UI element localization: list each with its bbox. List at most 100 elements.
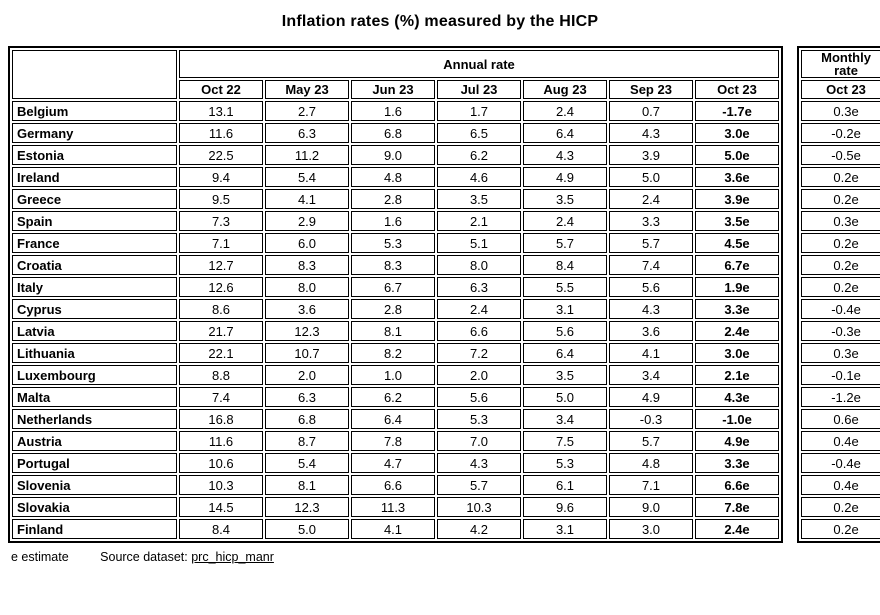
col-header-sep23: Sep 23 — [609, 80, 693, 99]
annual-value-cell: 3.5 — [437, 189, 521, 209]
country-cell: Slovenia — [12, 475, 177, 495]
header-row-months: Oct 22 May 23 Jun 23 Jul 23 Aug 23 Sep 2… — [12, 80, 780, 99]
source-dataset-link[interactable]: prc_hicp_manr — [191, 550, 274, 564]
table-row: -0.1e — [801, 365, 880, 385]
monthly-value-cell: 0.2e — [801, 233, 880, 253]
annual-value-cell: 22.5 — [179, 145, 263, 165]
annual-value-cell: 4.8 — [609, 453, 693, 473]
annual-value-cell: 5.0 — [265, 519, 349, 539]
annual-value-cell: 8.8 — [179, 365, 263, 385]
annual-value-cell: 5.7 — [609, 233, 693, 253]
annual-value-cell: 8.0 — [437, 255, 521, 275]
table-row: 0.4e — [801, 475, 880, 495]
annual-value-cell: 12.3 — [265, 497, 349, 517]
corner-cell — [12, 50, 177, 99]
annual-value-cell: 2.9 — [265, 211, 349, 231]
annual-table-body: Belgium 13.1 2.7 1.6 1.7 2.4 0.7 -1.7e Germany 11… — [12, 101, 780, 539]
monthly-value-cell: 0.2e — [801, 167, 880, 187]
annual-value-cell: 6.4 — [523, 343, 607, 363]
table-row: 0.2e — [801, 233, 880, 253]
country-cell: Austria — [12, 431, 177, 451]
annual-value-cell: 1.7 — [437, 101, 521, 121]
annual-value-cell: 4.7 — [351, 453, 435, 473]
table-row: Cyprus 8.6 3.6 2.8 2.4 3.1 4.3 3.3e — [12, 299, 780, 319]
monthly-value-cell: 0.6e — [801, 409, 880, 429]
annual-value-cell: 7.0 — [437, 431, 521, 451]
table-row: Spain 7.3 2.9 1.6 2.1 2.4 3.3 3.5e — [12, 211, 780, 231]
annual-value-cell: 3.4 — [609, 365, 693, 385]
annual-value-cell: 2.4 — [609, 189, 693, 209]
annual-value-cell: 3.6 — [609, 321, 693, 341]
annual-rate-header: Annual rate — [179, 50, 780, 78]
annual-value-cell: 3.5 — [523, 189, 607, 209]
col-header-oct22: Oct 22 — [179, 80, 263, 99]
annual-value-cell: 3.9e — [695, 189, 780, 209]
header-row-months: Oct 23 — [801, 80, 880, 99]
annual-value-cell: 8.1 — [265, 475, 349, 495]
col-header-may23: May 23 — [265, 80, 349, 99]
monthly-value-cell: 0.2e — [801, 189, 880, 209]
annual-value-cell: 12.3 — [265, 321, 349, 341]
annual-value-cell: 3.0e — [695, 123, 780, 143]
footer: e estimate Source dataset: prc_hicp_manr — [11, 550, 880, 564]
country-cell: Ireland — [12, 167, 177, 187]
table-row: 0.2e — [801, 497, 880, 517]
annual-value-cell: 4.3 — [523, 145, 607, 165]
annual-value-cell: 6.1 — [523, 475, 607, 495]
annual-value-cell: 11.6 — [179, 123, 263, 143]
annual-value-cell: 2.4 — [437, 299, 521, 319]
country-cell: Greece — [12, 189, 177, 209]
annual-value-cell: 1.6 — [351, 101, 435, 121]
annual-value-cell: 2.4 — [523, 211, 607, 231]
annual-value-cell: 6.4 — [351, 409, 435, 429]
annual-value-cell: 8.2 — [351, 343, 435, 363]
table-row: -0.2e — [801, 123, 880, 143]
annual-value-cell: 2.1 — [437, 211, 521, 231]
table-row: 0.2e — [801, 189, 880, 209]
annual-value-cell: 6.5 — [437, 123, 521, 143]
annual-value-cell: 10.3 — [437, 497, 521, 517]
table-row: Croatia 12.7 8.3 8.3 8.0 8.4 7.4 6.7e — [12, 255, 780, 275]
monthly-value-cell: 0.4e — [801, 475, 880, 495]
annual-value-cell: 5.0 — [609, 167, 693, 187]
annual-value-cell: 6.4 — [523, 123, 607, 143]
annual-value-cell: 8.0 — [265, 277, 349, 297]
annual-value-cell: 16.8 — [179, 409, 263, 429]
country-cell: Slovakia — [12, 497, 177, 517]
annual-value-cell: 4.3 — [609, 299, 693, 319]
monthly-value-cell: -0.5e — [801, 145, 880, 165]
annual-value-cell: 6.6e — [695, 475, 780, 495]
annual-value-cell: 3.3e — [695, 453, 780, 473]
monthly-value-cell: -0.2e — [801, 123, 880, 143]
annual-value-cell: 4.3 — [609, 123, 693, 143]
annual-value-cell: 5.7 — [523, 233, 607, 253]
annual-value-cell: 9.0 — [609, 497, 693, 517]
annual-value-cell: 22.1 — [179, 343, 263, 363]
annual-value-cell: 3.3 — [609, 211, 693, 231]
monthly-rate-table: Monthly rate Oct 23 0.3e -0.2e -0.5e 0.2e 0.… — [797, 46, 880, 543]
table-row: Estonia 22.5 11.2 9.0 6.2 4.3 3.9 5.0e — [12, 145, 780, 165]
table-row: 0.4e — [801, 431, 880, 451]
annual-value-cell: 1.0 — [351, 365, 435, 385]
annual-value-cell: 7.4 — [179, 387, 263, 407]
annual-value-cell: 9.0 — [351, 145, 435, 165]
annual-value-cell: 3.1 — [523, 299, 607, 319]
annual-value-cell: 3.0e — [695, 343, 780, 363]
annual-value-cell: 6.0 — [265, 233, 349, 253]
annual-value-cell: 1.9e — [695, 277, 780, 297]
annual-value-cell: 8.4 — [523, 255, 607, 275]
annual-value-cell: 5.6 — [523, 321, 607, 341]
annual-value-cell: 4.3 — [437, 453, 521, 473]
annual-value-cell: 6.2 — [437, 145, 521, 165]
source-label: Source dataset: — [100, 550, 188, 564]
annual-value-cell: 3.6 — [265, 299, 349, 319]
monthly-value-cell: 0.3e — [801, 101, 880, 121]
monthly-value-cell: 0.3e — [801, 343, 880, 363]
annual-value-cell: 0.7 — [609, 101, 693, 121]
page-title: Inflation rates (%) measured by the HICP — [281, 13, 599, 30]
table-row: Austria 11.6 8.7 7.8 7.0 7.5 5.7 4.9e — [12, 431, 780, 451]
annual-value-cell: 4.8 — [351, 167, 435, 187]
col-header-aug23: Aug 23 — [523, 80, 607, 99]
annual-value-cell: 4.9 — [523, 167, 607, 187]
annual-value-cell: 4.6 — [437, 167, 521, 187]
